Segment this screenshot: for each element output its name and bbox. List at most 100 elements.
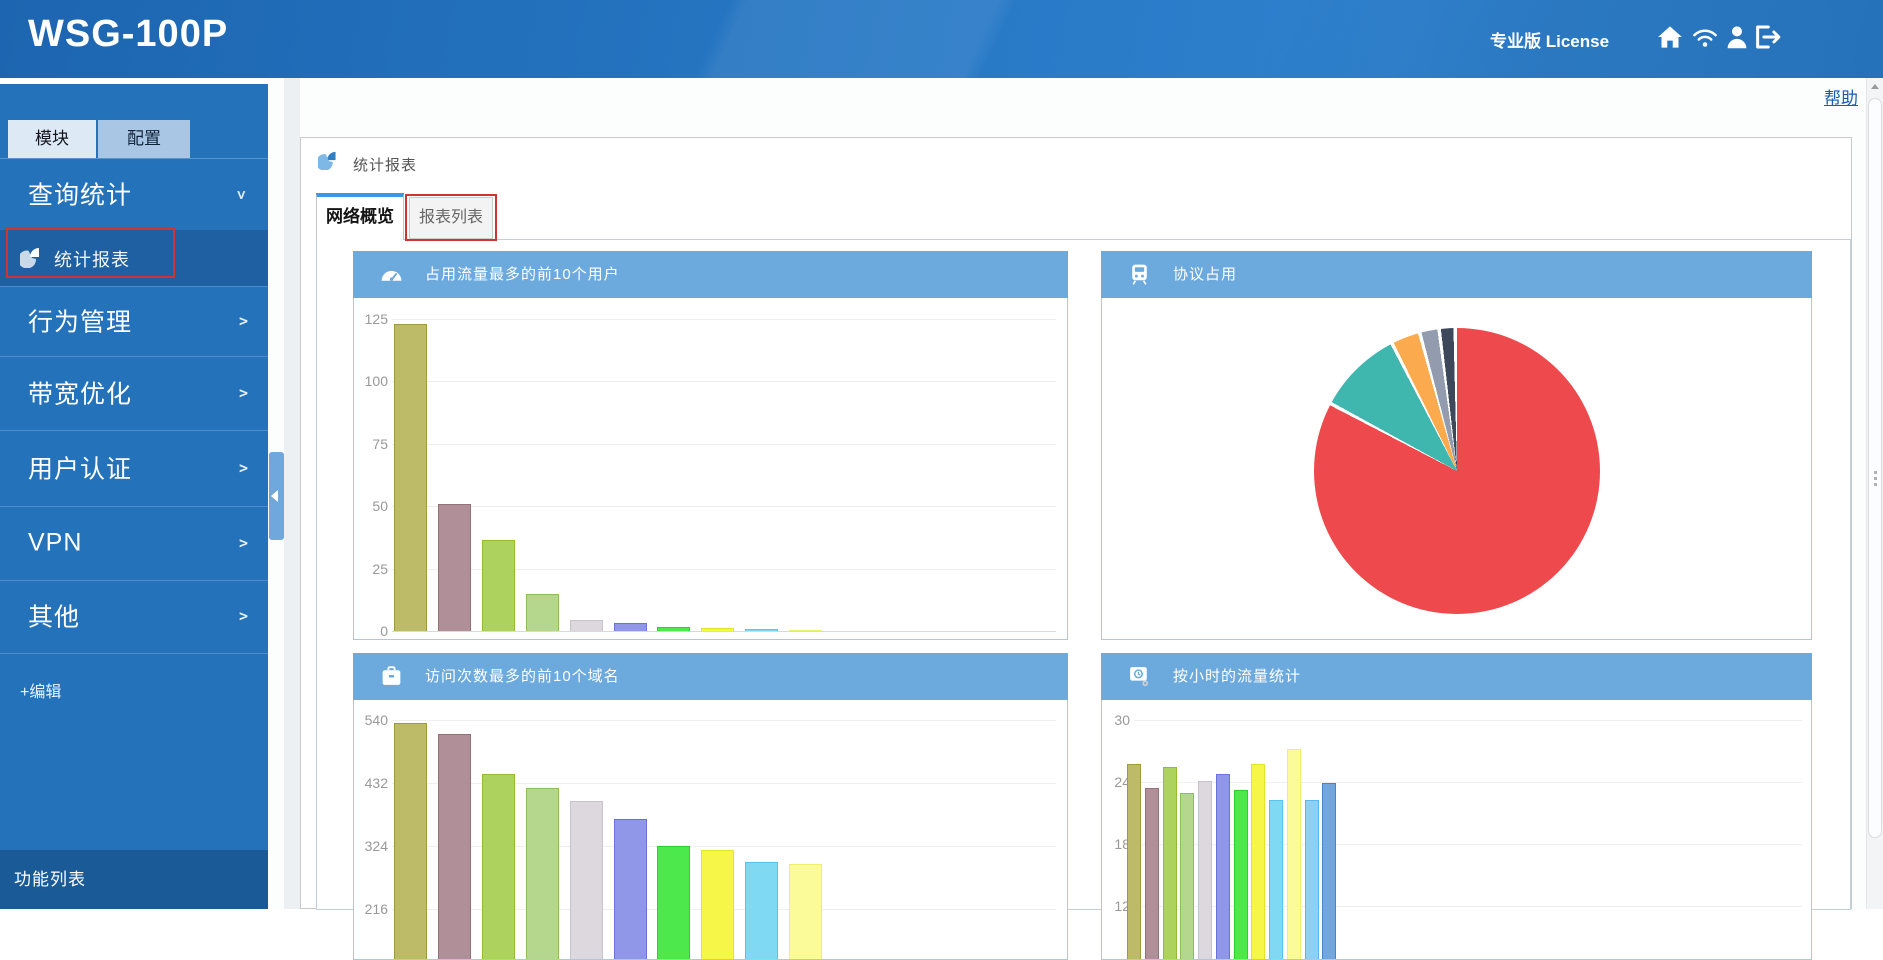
bar[interactable] [1305, 800, 1319, 960]
bar[interactable] [1163, 767, 1177, 960]
tab-network-overview[interactable]: 网络概览 [316, 193, 404, 240]
content-gutter [284, 78, 300, 909]
sidebar-item-label: 其他 [28, 598, 80, 634]
y-tick-label: 216 [354, 901, 388, 917]
bar[interactable] [614, 819, 647, 960]
gridline [392, 631, 1056, 632]
bar[interactable] [657, 627, 690, 631]
sidebar-tab-module[interactable]: 模块 [8, 120, 96, 158]
y-tick-label: 12 [1102, 898, 1130, 914]
card-title: 按小时的流量统计 [1173, 653, 1301, 700]
sidebar-edit-link[interactable]: +编辑 [20, 678, 61, 702]
y-tick-label: 432 [354, 775, 388, 791]
card-header-protocol: 协议占用 [1101, 251, 1812, 298]
bar-chart-hourly-traffic: 30 24 18 12 [1102, 700, 1811, 959]
sidebar: 模块 配置 查询统计 > 统计报表 行为管理 > 带宽优化 > 用户认证 > V… [0, 84, 268, 909]
card-body-protocol [1101, 298, 1812, 640]
sidebar-item-other[interactable]: 其他 > [0, 580, 268, 654]
chevron-right-icon: > [239, 459, 248, 477]
home-icon[interactable] [1655, 22, 1685, 52]
card-header-top-domains: 访问次数最多的前10个域名 [353, 653, 1068, 700]
bar[interactable] [1234, 790, 1248, 960]
panel-title: 统计报表 [353, 154, 417, 175]
card-header-top-users: 占用流量最多的前10个用户 [353, 251, 1068, 298]
bar[interactable] [1322, 783, 1336, 960]
wifi-icon[interactable] [1690, 22, 1720, 52]
license-label: 专业版 License [1490, 27, 1609, 52]
card-title: 占用流量最多的前10个用户 [425, 251, 620, 298]
bar[interactable] [701, 628, 734, 631]
card-header-hourly-traffic: 按小时的流量统计 [1101, 653, 1812, 700]
gridline [392, 319, 1056, 320]
bar[interactable] [789, 630, 822, 632]
bar[interactable] [526, 594, 559, 631]
bar[interactable] [1145, 788, 1159, 960]
bar[interactable] [1216, 774, 1230, 960]
pie-slice-group[interactable] [1314, 328, 1600, 614]
bar[interactable] [570, 620, 603, 632]
y-tick-label: 0 [354, 623, 388, 639]
gridline [392, 444, 1056, 445]
sidebar-footer-label: 功能列表 [14, 865, 86, 890]
scrollbar-thumb[interactable] [1868, 98, 1882, 838]
pie-chart-icon [318, 150, 342, 172]
help-link[interactable]: 帮助 [1824, 84, 1858, 109]
y-tick-label: 75 [354, 436, 388, 452]
gridline [1134, 720, 1802, 721]
sidebar-item-query-stats[interactable]: 查询统计 > [0, 160, 268, 230]
y-tick-label: 50 [354, 498, 388, 514]
bar[interactable] [745, 629, 778, 632]
tab-report-list[interactable]: 报表列表 [409, 197, 493, 239]
bar[interactable] [1180, 793, 1194, 960]
bar[interactable] [394, 723, 427, 960]
y-tick-label: 18 [1102, 836, 1130, 852]
bar[interactable] [1198, 781, 1212, 960]
bar[interactable] [1269, 800, 1283, 960]
scrollbar-up-arrow[interactable] [1867, 78, 1883, 95]
bar[interactable] [526, 788, 559, 960]
vertical-scrollbar[interactable] [1866, 78, 1883, 909]
logout-icon[interactable] [1752, 22, 1782, 52]
sidebar-subitem-label: 统计报表 [54, 246, 130, 272]
bar[interactable] [482, 540, 515, 631]
y-tick-label: 324 [354, 838, 388, 854]
gridline [1134, 782, 1802, 783]
bar[interactable] [1287, 749, 1301, 960]
train-icon [1127, 262, 1152, 287]
gridline [392, 720, 1056, 721]
user-icon[interactable] [1722, 22, 1752, 52]
bar[interactable] [1251, 764, 1265, 960]
sidebar-item-behavior[interactable]: 行为管理 > [0, 286, 268, 356]
bar[interactable] [657, 846, 690, 960]
sidebar-item-label: 用户认证 [28, 449, 132, 485]
chevron-down-icon: > [232, 190, 250, 199]
bar[interactable] [745, 862, 778, 960]
briefcase-icon [379, 664, 404, 689]
bar[interactable] [438, 504, 471, 631]
sidebar-item-bandwidth[interactable]: 带宽优化 > [0, 356, 268, 430]
bar[interactable] [614, 623, 647, 631]
bar[interactable] [482, 774, 515, 960]
sidebar-item-user-auth[interactable]: 用户认证 > [0, 430, 268, 506]
bar[interactable] [1127, 764, 1141, 960]
sidebar-subitem-stat-report[interactable]: 统计报表 [0, 230, 268, 286]
sidebar-collapse-handle[interactable] [269, 452, 284, 540]
bar[interactable] [394, 324, 427, 631]
sidebar-footer: 功能列表 [0, 850, 268, 909]
y-tick-label: 24 [1102, 774, 1130, 790]
bar[interactable] [789, 864, 822, 960]
pie-chart-icon [20, 246, 46, 268]
bar[interactable] [438, 734, 471, 960]
y-tick-label: 30 [1102, 712, 1130, 728]
scrollbar-grip-icon [1874, 471, 1877, 474]
card-title: 访问次数最多的前10个域名 [425, 653, 620, 700]
chevron-right-icon: > [239, 607, 248, 625]
bar[interactable] [701, 850, 734, 960]
bar[interactable] [570, 801, 603, 960]
y-tick-label: 100 [354, 373, 388, 389]
sidebar-item-vpn[interactable]: VPN > [0, 506, 268, 580]
sidebar-tab-config[interactable]: 配置 [98, 120, 190, 158]
